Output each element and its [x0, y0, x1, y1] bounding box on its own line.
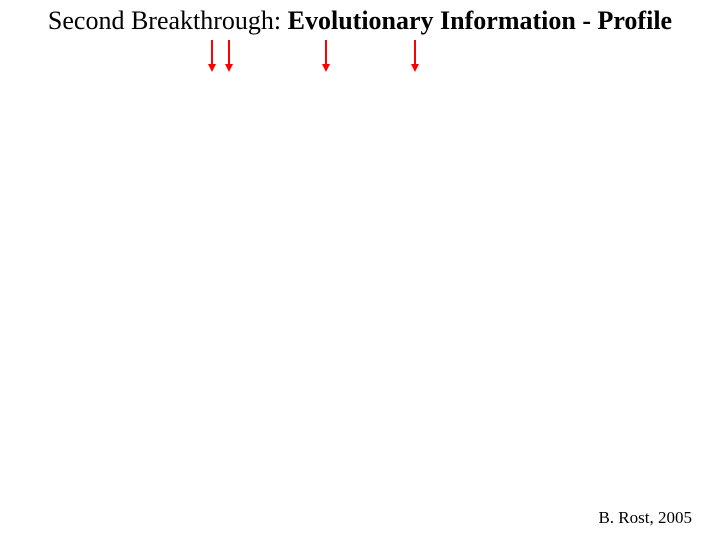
title-plain: Second Breakthrough:: [48, 6, 288, 35]
down-arrow-icon: [410, 40, 420, 72]
title-bold: Evolutionary Information - Profile: [288, 6, 672, 35]
slide-title: Second Breakthrough: Evolutionary Inform…: [0, 6, 720, 36]
down-arrow-icon: [224, 40, 234, 72]
slide-footer: B. Rost, 2005: [598, 508, 692, 528]
down-arrow-icon: [321, 40, 331, 72]
slide: Second Breakthrough: Evolutionary Inform…: [0, 0, 720, 540]
down-arrow-icon: [207, 40, 217, 72]
